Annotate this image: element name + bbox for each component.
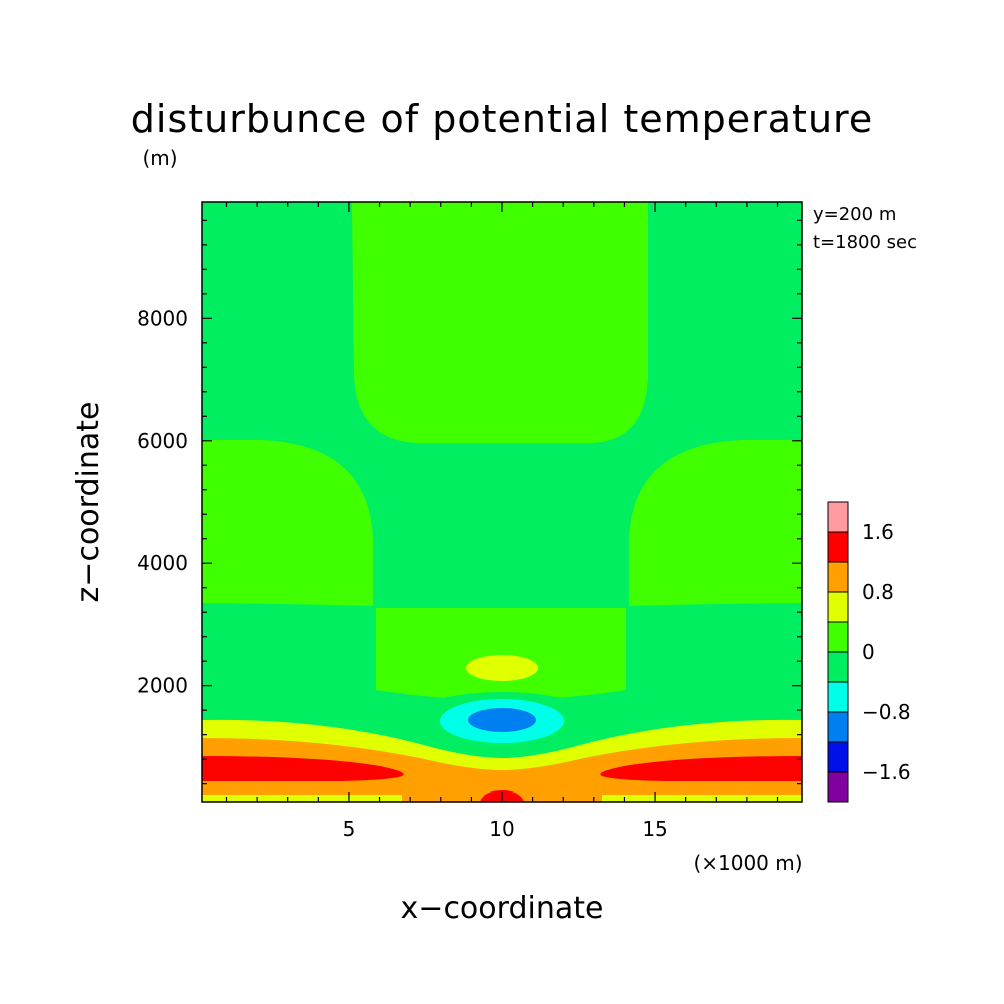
- colorbar-tick-label: −1.6: [862, 760, 911, 784]
- plot-area: [201, 201, 803, 803]
- colorbar-tick-label: −0.8: [862, 700, 911, 724]
- colorbar-swatch: [827, 651, 849, 683]
- x-tick-label: 15: [642, 817, 667, 841]
- region-negative-core: [468, 708, 536, 732]
- colorbar-swatch: [827, 591, 849, 623]
- colorbar-swatch: [827, 531, 849, 563]
- region-surface-red-left: [202, 756, 404, 781]
- colorbar-swatch: [827, 501, 849, 533]
- y-tick-label: 2000: [137, 674, 188, 698]
- region-left-mid-positive: [202, 440, 373, 606]
- region-surface-orange: [202, 738, 802, 795]
- colorbar-swatch: [827, 681, 849, 713]
- x-tick-label: 10: [489, 817, 514, 841]
- y-tick-label: 8000: [137, 306, 188, 330]
- y-axis-label: z−coordinate: [71, 402, 106, 603]
- colorbar-tick-label: 0.8: [862, 580, 894, 604]
- colorbar-swatch: [827, 711, 849, 743]
- x-unit-label: (×1000 m): [693, 851, 802, 875]
- axis-tick-labels: 5 10 15 2000 4000 6000 8000: [137, 306, 668, 841]
- chart-title: disturbunce of potential temperature: [131, 97, 873, 141]
- y-tick-label: 4000: [137, 551, 188, 575]
- colorbar-swatch: [827, 771, 849, 803]
- colorbar-swatch: [827, 621, 849, 653]
- colorbar-tick-label: 1.6: [862, 520, 894, 544]
- x-tick-label: 5: [343, 817, 356, 841]
- colorbar-swatch: [827, 561, 849, 593]
- x-axis-label: x−coordinate: [401, 891, 604, 926]
- colorbar-swatch: [827, 741, 849, 773]
- region-upper-center-positive: [352, 202, 648, 443]
- annotation-t: t=1800 sec: [813, 232, 917, 253]
- y-tick-label: 6000: [137, 429, 188, 453]
- region-lower-center-positive: [376, 608, 626, 700]
- annotation-y: y=200 m: [813, 204, 896, 225]
- colorbar: −1.6 −0.8 0 0.8 1.6: [827, 501, 911, 803]
- y-unit-label: (m): [142, 146, 177, 170]
- colorbar-tick-label: 0: [862, 640, 875, 664]
- axis-ticks: [202, 202, 802, 802]
- region-small-positive-blob: [466, 655, 538, 681]
- region-right-mid-positive: [629, 440, 802, 606]
- region-surface-red-right: [600, 756, 802, 781]
